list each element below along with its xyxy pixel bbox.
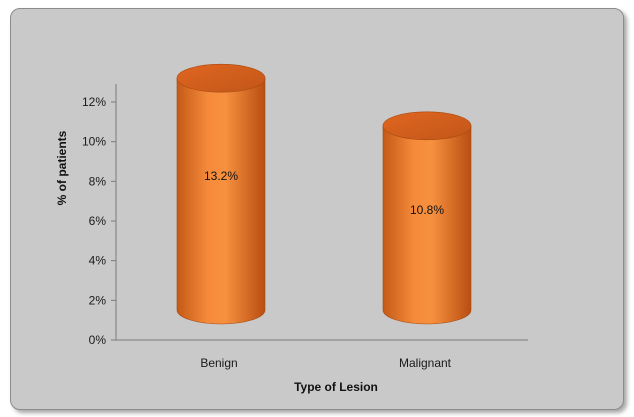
data-label-malignant: 10.8% [410,203,444,217]
axes [115,84,528,341]
y-axis-title: % of patients [55,130,69,205]
y-tick-label: 12% [82,95,106,109]
y-tick-label: 4% [89,254,107,268]
y-tick-label: 2% [89,293,107,307]
x-labels: Benign Malignant [200,356,451,370]
bar-top-malignant [382,111,472,141]
bar-malignant [382,125,472,325]
x-tick-label-malignant: Malignant [399,356,452,370]
y-tick-label: 0% [89,333,107,347]
bars: 13.2% 10.8% [176,63,472,325]
y-tick-label: 6% [89,214,107,228]
y-tick-label: 10% [82,135,106,149]
chart-frame [10,8,624,410]
y-ticks: 0% 2% 4% 6% 8% 10% 12% [82,95,116,347]
bar-benign [176,77,266,325]
x-axis-title: Type of Lesion [294,380,378,394]
bar-top-benign [176,63,266,93]
y-tick-label: 8% [89,174,107,188]
x-tick-label-benign: Benign [200,356,237,370]
data-label-benign: 13.2% [204,169,238,183]
